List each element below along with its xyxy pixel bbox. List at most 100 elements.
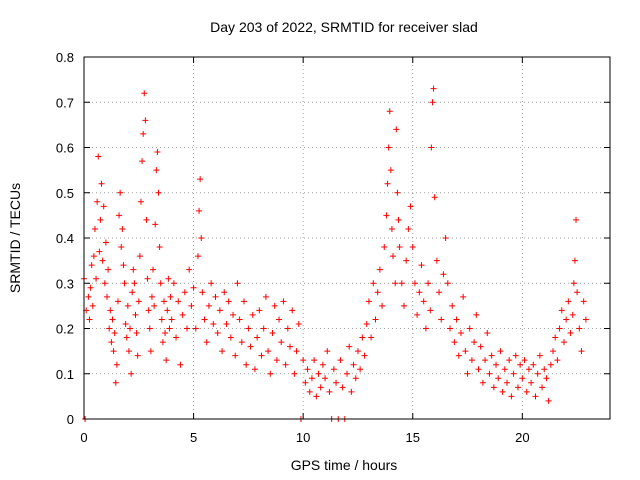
data-point <box>134 352 141 359</box>
data-point <box>409 244 416 251</box>
data-point <box>86 316 93 323</box>
data-point <box>385 144 392 151</box>
data-point <box>393 126 400 133</box>
data-point <box>499 388 506 395</box>
data-point <box>173 334 180 341</box>
data-point <box>384 180 391 187</box>
y-tick-label: 0.1 <box>56 367 74 382</box>
data-point <box>188 302 195 309</box>
grid <box>84 57 610 419</box>
data-point <box>234 280 241 287</box>
data-point <box>565 298 572 305</box>
data-point <box>91 225 98 232</box>
data-point <box>508 393 515 400</box>
data-point <box>570 280 577 287</box>
data-point <box>354 348 361 355</box>
data-point <box>379 302 386 309</box>
data-point <box>107 307 114 314</box>
data-point <box>142 117 149 124</box>
data-point <box>365 298 372 305</box>
data-point <box>276 316 283 323</box>
data-point <box>124 302 131 309</box>
data-point <box>554 357 561 364</box>
data-point <box>108 339 115 346</box>
data-point <box>361 352 368 359</box>
data-point <box>157 280 164 287</box>
data-point <box>501 366 508 373</box>
data-point <box>137 198 144 205</box>
data-point <box>386 108 393 115</box>
data-point <box>106 325 113 332</box>
y-tick-label: 0.8 <box>56 50 74 65</box>
data-point <box>400 302 407 309</box>
data-point <box>278 339 285 346</box>
data-point <box>240 298 247 305</box>
data-point <box>219 348 226 355</box>
data-point <box>198 235 205 241</box>
data-point <box>98 180 105 187</box>
y-tick-label: 0.2 <box>56 322 74 337</box>
data-point <box>89 302 96 309</box>
data-point <box>152 221 159 228</box>
data-point <box>148 293 155 300</box>
data-point <box>374 289 381 296</box>
x-tick-label: 5 <box>190 430 197 445</box>
y-tick-label: 0.7 <box>56 95 74 110</box>
data-point <box>359 334 366 341</box>
data-point <box>167 293 174 300</box>
data-point <box>158 316 165 323</box>
data-point <box>300 357 307 364</box>
data-point <box>550 348 557 355</box>
data-point <box>269 330 276 337</box>
y-tick-label: 0.4 <box>56 231 74 246</box>
y-tick-label: 0 <box>67 412 74 427</box>
data-point <box>258 352 265 359</box>
data-point <box>563 316 570 323</box>
data-point <box>306 388 313 395</box>
data-point <box>530 361 537 368</box>
data-point <box>97 216 104 223</box>
data-point <box>119 225 126 232</box>
data-point <box>525 366 532 373</box>
data-point <box>453 316 460 323</box>
data-point <box>216 307 223 314</box>
data-point <box>398 280 405 287</box>
data-point <box>280 298 287 305</box>
data-point <box>164 307 171 314</box>
data-point <box>311 357 318 364</box>
data-point <box>497 348 504 355</box>
data-point <box>322 375 329 382</box>
data-point <box>139 158 146 165</box>
y-axis: 0 0.1 0.2 0.3 0.4 0.5 0.6 0.7 0.8 <box>56 50 610 427</box>
data-point <box>151 302 158 309</box>
data-point <box>370 280 377 287</box>
data-point <box>129 289 136 296</box>
data-point <box>203 339 210 346</box>
data-point <box>99 257 106 264</box>
data-point <box>121 280 128 287</box>
data-point <box>87 284 94 291</box>
data-point <box>357 366 364 373</box>
data-point <box>473 311 480 318</box>
data-point <box>471 339 478 346</box>
data-point <box>190 284 197 291</box>
data-point <box>147 348 154 355</box>
data-point <box>247 343 254 350</box>
y-axis-label: SRMTID / TECUs <box>7 183 23 293</box>
data-point <box>517 361 524 368</box>
y-tick-label: 0.6 <box>56 141 74 156</box>
data-point <box>201 316 208 323</box>
data-point <box>105 266 112 273</box>
data-point <box>545 397 552 404</box>
data-point <box>447 325 454 332</box>
data-point <box>387 167 394 174</box>
data-point <box>123 334 130 341</box>
data-point <box>102 239 109 246</box>
data-point <box>143 216 150 223</box>
data-point <box>484 330 491 337</box>
data-point <box>395 216 402 223</box>
x-tick-label: 0 <box>80 430 87 445</box>
data-point <box>519 375 526 382</box>
data-point <box>333 379 340 386</box>
data-point <box>94 198 101 205</box>
